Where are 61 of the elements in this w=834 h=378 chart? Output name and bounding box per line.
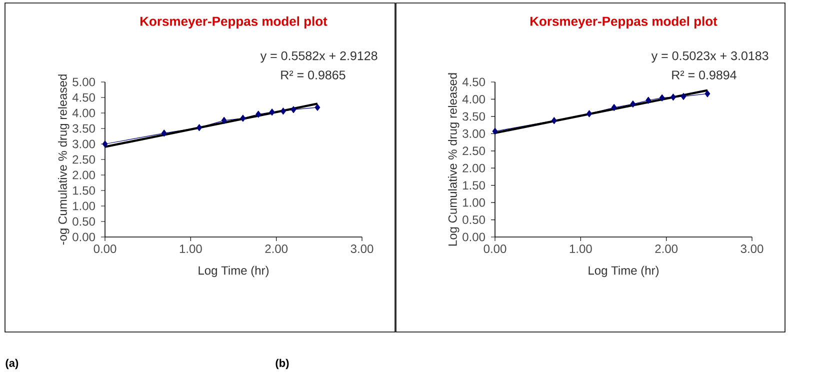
y-tick-label: 4.50 (462, 78, 486, 86)
x-tick-label: 2.00 (655, 244, 678, 254)
chart-title: Korsmeyer-Peppas model plot (140, 16, 328, 28)
point (551, 117, 557, 124)
text: (b) (276, 358, 289, 370)
x-tick-label: 2.00 (265, 244, 288, 254)
point (269, 108, 275, 116)
point (492, 128, 498, 135)
point (102, 140, 108, 148)
point (196, 124, 202, 132)
text: y = 0.5023x + 3.0183 (651, 51, 768, 63)
text: R² = 0.9865 (281, 70, 346, 80)
y-tick-label: 2.50 (462, 146, 486, 156)
y-tick-label: 0.50 (72, 217, 96, 226)
point (704, 90, 710, 98)
point (314, 104, 320, 111)
y-tick-label: 1.50 (73, 186, 96, 195)
y-tick-label: 1.00 (73, 202, 96, 210)
y-tick-label: 0.50 (462, 216, 486, 224)
point (630, 100, 636, 108)
y-tick-label: 0.00 (72, 232, 96, 242)
x-tick-label: 3.00 (740, 244, 764, 254)
text: y = 0.5582x + 2.9128 (260, 51, 378, 63)
point (290, 106, 296, 114)
x-tick-label: 0.00 (94, 244, 116, 254)
x-tick-label: 1.00 (570, 244, 592, 254)
point (256, 110, 262, 118)
y-axis-title: Log Cumulative % drug released (448, 73, 460, 246)
y-tick-label: 0.00 (462, 232, 486, 242)
point (670, 94, 676, 101)
point (680, 92, 686, 100)
text: R² = 0.9894 (672, 70, 736, 80)
chart-title: Korsmeyer-Peppas model plot (530, 16, 718, 28)
y-tick-label: 3.50 (462, 112, 486, 121)
y-tick-label: 5.00 (72, 78, 96, 86)
y-tick-label: 1.00 (463, 198, 486, 207)
point (659, 94, 665, 102)
y-tick-label: 2.00 (72, 170, 96, 180)
y-tick-label: 4.50 (72, 93, 96, 102)
x-tick-label: 0.00 (484, 244, 506, 254)
y-tick-label: 4.00 (72, 108, 96, 118)
x-axis-title: Log Time (hr) (198, 266, 269, 278)
point (161, 130, 167, 137)
y-tick-label: 3.50 (72, 124, 96, 133)
point (240, 114, 246, 122)
point (611, 104, 617, 111)
point (586, 110, 592, 118)
y-tick-label: 2.50 (72, 155, 96, 164)
y-tick-label: 4.00 (462, 94, 486, 104)
text: (a) (6, 358, 18, 370)
x-tick-label: 1.00 (180, 244, 202, 254)
y-tick-label: 1.50 (463, 181, 486, 190)
y-tick-label: 3.00 (462, 129, 486, 138)
y-tick-label: 2.00 (462, 164, 486, 172)
point (646, 96, 652, 104)
y-axis-title: -og Cumulative % drug released (58, 74, 70, 245)
point (221, 116, 227, 124)
point (280, 108, 286, 115)
y-tick-label: 3.00 (72, 140, 96, 148)
x-tick-label: 3.00 (350, 244, 374, 254)
x-axis-title: Log Time (hr) (588, 266, 659, 278)
